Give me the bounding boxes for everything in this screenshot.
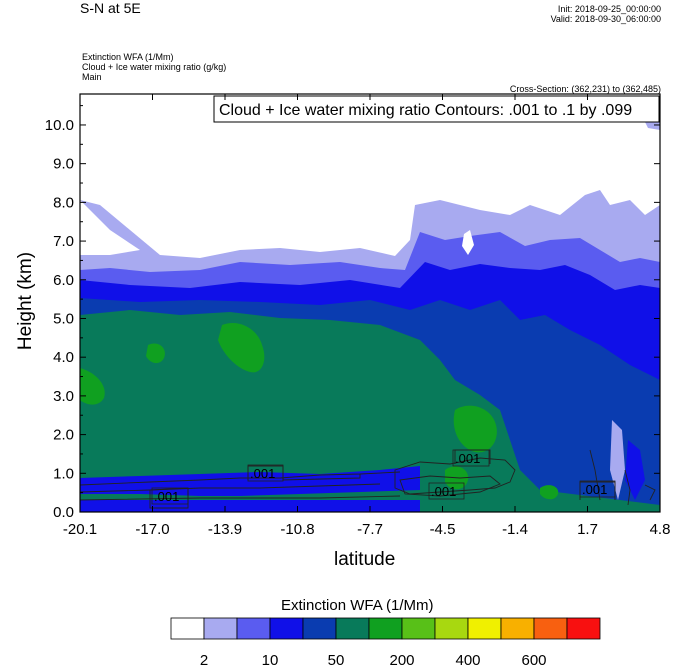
x-tick-label: -7.7	[357, 521, 383, 538]
x-tick-label: -10.8	[280, 521, 314, 538]
x-axis: -20.1 -17.0 -13.9 -10.8 -7.7 -4.5 -1.4 1.7 4.8	[63, 94, 671, 538]
contour-label-3: .001	[455, 451, 480, 466]
colorbar-swatch	[236, 617, 271, 640]
colorbar-swatch	[434, 617, 469, 640]
colorbar-swatch	[500, 617, 535, 640]
y-tick-label: 10.0	[45, 117, 74, 134]
y-tick-label: 9.0	[53, 156, 74, 173]
valid-time: Valid: 2018-09-30_06:00:00	[550, 14, 661, 24]
heatmap-field	[80, 94, 660, 512]
y-tick-label: 4.0	[53, 349, 74, 366]
colorbar-swatch	[566, 617, 601, 640]
region-green-blob-6	[540, 485, 559, 500]
contour-label-1: .001	[250, 466, 275, 481]
y-axis-label: Height (km)	[15, 251, 36, 351]
colorbar-tick-label: 400	[455, 652, 480, 668]
field-label-main: Main	[82, 72, 102, 82]
x-tick-label: -20.1	[63, 521, 97, 538]
region-right-blue	[625, 440, 645, 500]
colorbar-tick-label: 200	[389, 652, 414, 668]
y-tick-label: 7.0	[53, 233, 74, 250]
colorbar-swatch	[269, 617, 304, 640]
contour-info-title: Cloud + Ice water mixing ratio Contours:…	[219, 102, 632, 119]
colorbar-tick-label: 600	[521, 652, 546, 668]
colorbar-swatch	[335, 617, 370, 640]
colorbar-swatch	[368, 617, 403, 640]
y-tick-label: 0.0	[53, 504, 74, 521]
colorbar-swatch	[467, 617, 502, 640]
region-green-blob-1	[218, 322, 265, 373]
contour-label-0: .001	[154, 489, 179, 504]
region-right-lavender	[610, 420, 625, 500]
colorbar-tick-label: 50	[328, 652, 345, 668]
region-green-blob-3	[146, 343, 165, 364]
y-tick-label: 1.0	[53, 465, 74, 482]
contour-label-boxes	[151, 449, 616, 505]
field-label-mixing-ratio: Cloud + Ice water mixing ratio (g/kg)	[82, 62, 227, 72]
contour-label-2: .001	[431, 484, 456, 499]
region-green-blob-2	[80, 368, 105, 405]
colorbar-swatch	[170, 617, 205, 640]
y-tick-label: 8.0	[53, 194, 74, 211]
x-tick-label: 1.7	[577, 521, 598, 538]
contour-label-4: .001	[582, 482, 607, 497]
region-white-gap-1	[462, 230, 474, 255]
chart-title: S-N at 5E	[80, 0, 141, 16]
x-axis-label: latitude	[334, 549, 396, 570]
region-green-blob-4	[453, 405, 497, 453]
region-lower-band-blue2	[80, 500, 420, 512]
colorbar-title: Extinction WFA (1/Mm)	[281, 597, 434, 614]
colorbar-tick-label: 2	[200, 652, 208, 668]
x-tick-label: 4.8	[650, 521, 671, 538]
x-tick-label: -4.5	[430, 521, 456, 538]
colorbar-tick-label: 10	[262, 652, 279, 668]
x-tick-label: -17.0	[135, 521, 169, 538]
y-tick-label: 5.0	[53, 310, 74, 327]
y-tick-label: 6.0	[53, 272, 74, 289]
colorbar-swatch	[302, 617, 337, 640]
colorbar-swatch	[401, 617, 436, 640]
field-label-extinction: Extinction WFA (1/Mm)	[82, 52, 174, 62]
region-white-gap-2	[80, 200, 140, 255]
contour-info-box	[213, 95, 660, 123]
cross-section-label: Cross-Section: (362,231) to (362,485)	[509, 84, 661, 94]
colorbar: 2 10 50 200 400 600	[170, 617, 601, 668]
region-teal	[80, 310, 660, 512]
y-tick-label: 2.0	[53, 427, 74, 444]
x-tick-label: -1.4	[502, 521, 528, 538]
colorbar-swatch	[533, 617, 568, 640]
colorbar-swatch	[203, 617, 238, 640]
init-time: Init: 2018-09-25_00:00:00	[557, 4, 661, 14]
y-tick-label: 3.0	[53, 388, 74, 405]
y-axis: 0.0 1.0 2.0 3.0 4.0 5.0 6.0 7.0 8.0 9.0 10.0	[45, 105, 660, 521]
x-tick-label: -13.9	[208, 521, 242, 538]
